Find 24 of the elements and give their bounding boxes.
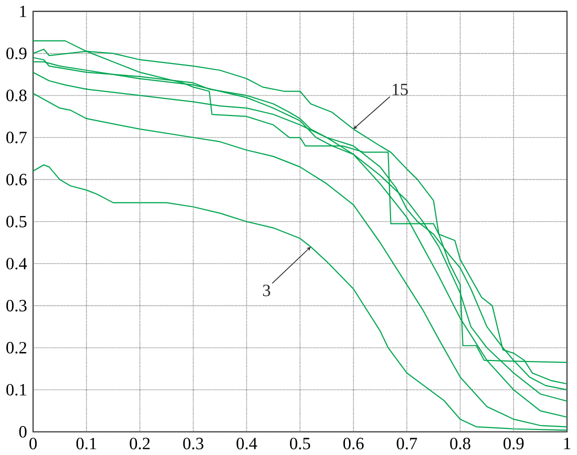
y-tick-label: 1 [20, 6, 26, 17]
x-tick-label: 0.5 [290, 438, 310, 450]
y-tick-label: 0.8 [6, 90, 27, 102]
y-tick-label: 0.9 [6, 48, 26, 60]
y-tick-label: 0.7 [6, 132, 27, 144]
x-tick-label: 0.2 [130, 438, 150, 450]
x-tick-label: 0 [29, 438, 37, 450]
y-tick-label: 0.4 [6, 258, 27, 270]
x-tick-label: 0.9 [504, 438, 524, 450]
y-tick-label: 0.1 [6, 384, 26, 396]
x-tick-label: 0.1 [76, 438, 96, 450]
y-tick-label: 0 [19, 426, 27, 438]
y-tick-label: 0.5 [6, 216, 27, 228]
y-tick-label: 0.3 [6, 300, 27, 312]
annotation: 15 [392, 84, 408, 96]
x-tick-label: 0.6 [343, 438, 364, 450]
x-tick-label: 0.3 [183, 438, 204, 450]
x-tick-label: 0.8 [450, 438, 470, 450]
annotation: 3 [263, 284, 270, 296]
y-tick-label: 0.6 [6, 174, 27, 186]
y-tick-label: 0.2 [6, 342, 26, 354]
x-tick-label: 1 [564, 438, 570, 450]
x-tick-label: 0.4 [236, 438, 258, 450]
x-tick-label: 0.7 [396, 438, 418, 450]
